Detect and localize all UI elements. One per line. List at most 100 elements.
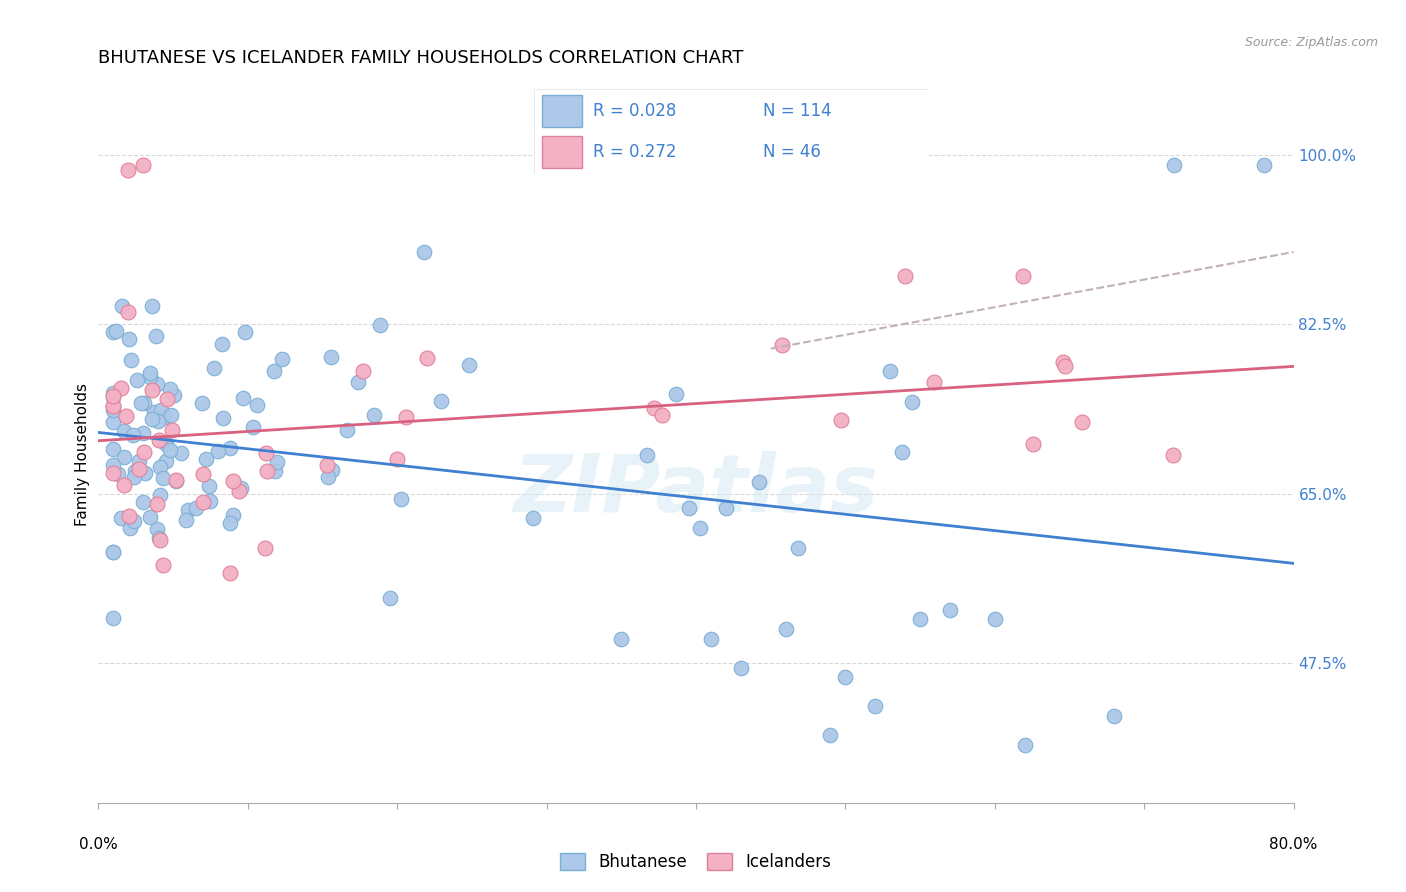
Point <box>1014 738 1036 752</box>
Point <box>103 545 125 559</box>
Point <box>834 670 856 684</box>
Point <box>770 338 793 352</box>
Point <box>385 452 409 467</box>
FancyBboxPatch shape <box>534 89 928 174</box>
Point <box>110 381 132 395</box>
Point <box>159 442 181 457</box>
Point <box>103 386 125 401</box>
Point <box>336 423 359 437</box>
Point <box>176 503 198 517</box>
Point <box>103 545 125 559</box>
Point <box>321 463 343 477</box>
Point <box>104 324 127 338</box>
Point <box>139 370 162 384</box>
Point <box>1070 416 1092 430</box>
Point <box>378 591 401 605</box>
Point <box>194 452 217 467</box>
Point <box>316 458 339 472</box>
Point <box>1022 436 1045 450</box>
Text: N = 46: N = 46 <box>762 143 821 161</box>
Point <box>139 366 162 380</box>
Point <box>716 501 738 516</box>
Point <box>155 392 177 406</box>
Point <box>145 329 167 343</box>
Point <box>159 382 181 396</box>
Point <box>129 396 152 410</box>
Point <box>103 611 125 625</box>
Point <box>211 336 233 351</box>
Point <box>458 358 481 372</box>
Point <box>184 500 207 515</box>
Point <box>901 395 924 409</box>
Point <box>891 445 914 459</box>
Text: ZIPatlas: ZIPatlas <box>513 450 879 529</box>
Point <box>141 383 163 397</box>
Point <box>155 436 177 450</box>
Point <box>150 402 173 417</box>
Point <box>254 446 277 460</box>
Point <box>149 460 172 475</box>
Point <box>146 377 169 392</box>
Point <box>170 446 193 460</box>
Point <box>118 508 141 523</box>
Point <box>122 514 145 528</box>
Point <box>610 632 633 646</box>
Point <box>253 541 276 556</box>
Point <box>689 521 711 535</box>
Point <box>352 364 374 378</box>
Point <box>149 488 172 502</box>
Point <box>124 465 146 479</box>
Point <box>636 449 658 463</box>
Point <box>103 415 125 429</box>
Point <box>264 464 287 478</box>
Point <box>198 493 221 508</box>
Point <box>1052 355 1074 369</box>
Point <box>153 409 176 424</box>
Point <box>522 511 544 525</box>
Point <box>218 566 240 581</box>
Point <box>318 470 340 484</box>
Point <box>103 403 125 417</box>
Point <box>159 409 181 423</box>
Text: R = 0.272: R = 0.272 <box>593 143 676 161</box>
Point <box>389 491 412 506</box>
Point <box>112 425 135 439</box>
Y-axis label: Family Households: Family Households <box>75 384 90 526</box>
Point <box>412 245 434 260</box>
Point <box>1253 158 1275 172</box>
Point <box>207 444 229 458</box>
Point <box>908 612 931 626</box>
Point <box>141 300 163 314</box>
Point <box>117 162 139 177</box>
Point <box>124 470 146 484</box>
Point <box>139 510 162 524</box>
Point <box>128 462 150 476</box>
Point <box>245 398 267 412</box>
Point <box>155 454 177 468</box>
Point <box>152 558 174 573</box>
Point <box>347 375 370 389</box>
Point <box>122 428 145 442</box>
Point <box>132 158 155 172</box>
Point <box>132 495 155 509</box>
Point <box>112 477 135 491</box>
Point <box>128 454 150 468</box>
Point <box>263 364 285 378</box>
Point <box>103 399 125 413</box>
Point <box>678 501 700 516</box>
Point <box>879 364 901 378</box>
Legend: Bhutanese, Icelanders: Bhutanese, Icelanders <box>554 847 838 878</box>
Point <box>165 473 187 487</box>
Point <box>118 521 141 535</box>
FancyBboxPatch shape <box>543 136 582 168</box>
Point <box>162 423 184 437</box>
Point <box>730 660 752 674</box>
Point <box>416 351 439 366</box>
Point <box>939 602 962 616</box>
Point <box>117 305 139 319</box>
Point <box>1104 708 1126 723</box>
Point <box>1012 269 1035 284</box>
Point <box>395 410 418 425</box>
Point <box>103 442 125 456</box>
Point <box>643 401 665 416</box>
